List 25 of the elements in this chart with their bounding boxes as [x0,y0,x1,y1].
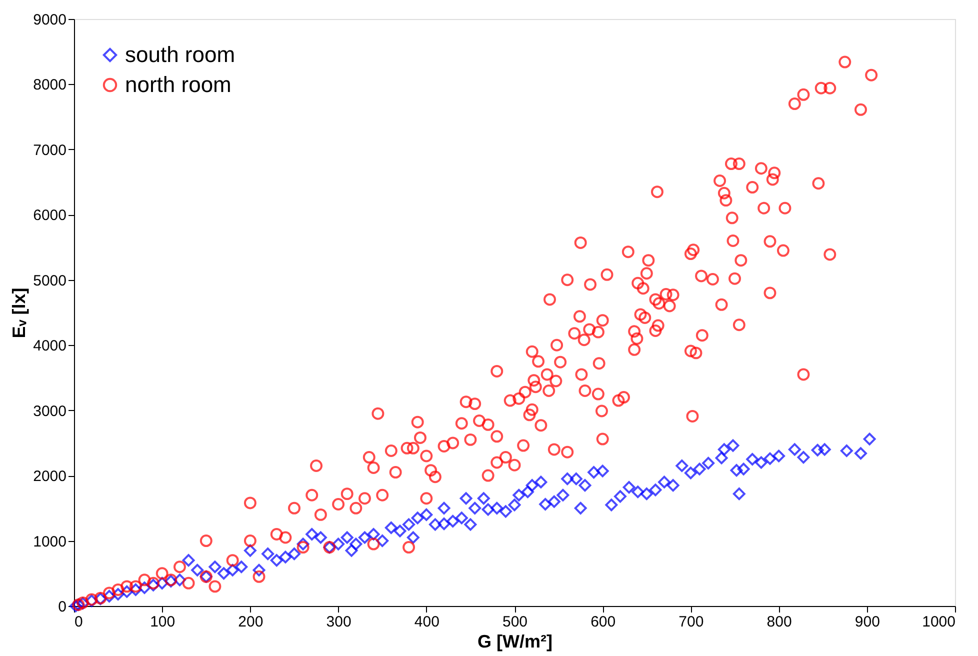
x-tick-label: 100 [150,614,176,630]
y-tick-label: 9000 [33,12,66,28]
y-tick-label: 0 [58,598,66,616]
x-tick-label: 700 [678,614,704,630]
x-tick-label: 500 [502,614,528,630]
x-tick-label: 800 [766,614,792,630]
x-tick-label: 1000 [922,614,956,630]
x-tick-label: 900 [854,614,880,630]
y-tick-label: 4000 [33,338,66,355]
x-tick-label: 600 [590,614,616,630]
y-axis-title: Eᵥ [lx] [9,288,30,338]
x-tick-label: 200 [238,614,264,630]
y-tick-label: 7000 [33,142,66,159]
y-tick-label: 1000 [33,533,66,550]
y-tick-label: 3000 [33,402,66,420]
y-tick-label: 6000 [33,207,66,224]
x-tick-label: 0 [74,614,83,630]
y-tick-label: 5000 [33,272,66,290]
y-tick-label: 2000 [33,468,66,486]
x-tick-label: 300 [326,614,352,630]
x-tick-label: 400 [414,614,440,630]
legend-label: south room [125,42,236,67]
x-axis-title: G [W/m²] [478,632,552,652]
legend-label: north room [125,72,232,97]
y-tick-label: 8000 [33,76,66,94]
